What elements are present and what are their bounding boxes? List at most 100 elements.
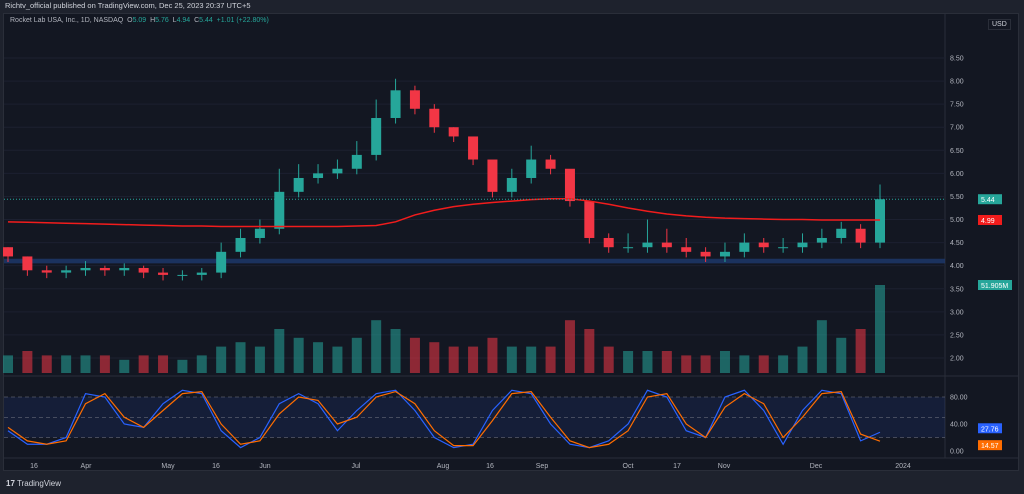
volume-bar: [80, 355, 91, 373]
volume-bar: [836, 337, 847, 373]
price-tick-label: 7.00: [950, 125, 964, 132]
candle-body: [138, 267, 149, 273]
time-tick-label: Nov: [718, 463, 731, 470]
candle-body: [274, 191, 285, 229]
time-tick-label: Dec: [810, 463, 823, 470]
volume-bar: [274, 329, 285, 373]
candle-body: [778, 247, 789, 249]
time-tick-label: 16: [30, 463, 38, 470]
volume-bar: [603, 346, 614, 373]
candle-body: [506, 177, 517, 192]
volume-bar: [22, 351, 33, 373]
volume-bar: [855, 329, 866, 373]
candle-body: [235, 237, 246, 252]
time-tick-label: Jul: [352, 463, 361, 470]
price-tick-label: 4.00: [950, 263, 964, 270]
candle-body: [293, 177, 304, 192]
candle-body: [80, 267, 91, 271]
volume-bar: [293, 337, 304, 373]
candle-body: [429, 108, 440, 128]
price-tick-label: 8.50: [950, 56, 964, 63]
low-value: 4.94: [176, 17, 191, 24]
candle-body: [739, 242, 750, 252]
time-tick-label: Aug: [437, 463, 450, 470]
candle-body: [487, 159, 498, 192]
volume-bar: [351, 337, 362, 373]
change-value: +1.01 (+22.80%): [216, 17, 269, 24]
volume-bar: [506, 346, 517, 373]
price-tick-label: 2.00: [950, 355, 964, 362]
candle-body: [41, 270, 52, 273]
volume-bar: [390, 329, 401, 373]
volume-bar: [719, 351, 730, 373]
candle-body: [390, 90, 401, 118]
candle-body: [196, 272, 207, 275]
open-label: O: [127, 17, 133, 24]
stoch-d-value-label-bg: [978, 440, 1002, 451]
volume-bar: [448, 346, 459, 373]
last-price-label-bg: [978, 194, 1002, 205]
candle-body: [661, 242, 672, 248]
close-value: 5.44: [199, 17, 213, 24]
stoch-tick-label: 40.00: [950, 422, 968, 429]
volume-bar: [623, 351, 634, 373]
volume-value-label: 51.905M: [981, 283, 1008, 290]
volume-bar: [235, 342, 246, 373]
candle-body: [855, 228, 866, 243]
volume-bar: [661, 351, 672, 373]
publisher-line: Richtv_official published on TradingView…: [5, 1, 251, 10]
candle-body: [61, 270, 72, 273]
volume-bar: [739, 355, 750, 373]
volume-bar: [778, 355, 789, 373]
time-tick-label: 17: [673, 463, 681, 470]
ma-value-label: 4.99: [981, 218, 995, 225]
stoch-tick-label: 0.00: [950, 449, 964, 456]
candle-body: [99, 267, 110, 271]
candle-body: [642, 242, 653, 248]
volume-bar: [526, 346, 537, 373]
currency-button[interactable]: USD: [988, 19, 1011, 30]
price-tick-label: 6.00: [950, 171, 964, 178]
candle-body: [468, 136, 479, 160]
candle-body: [681, 247, 692, 252]
volume-bar: [409, 337, 420, 373]
volume-bar: [158, 355, 169, 373]
volume-bar: [758, 355, 769, 373]
volume-bar: [681, 355, 692, 373]
candle-body: [351, 154, 362, 169]
volume-bar: [797, 346, 808, 373]
volume-bar: [875, 285, 885, 373]
candle-body: [409, 90, 420, 109]
stoch-k-line: [7, 389, 881, 449]
time-tick-label: Jun: [259, 463, 270, 470]
volume-bar: [468, 346, 479, 373]
price-tick-label: 6.50: [950, 148, 964, 155]
stoch-d-line: [7, 390, 881, 449]
symbol-legend: Rocket Lab USA, Inc., 1D, NASDAQ O5.09 H…: [10, 17, 269, 24]
volume-value-label-bg: [978, 280, 1012, 290]
volume-bar: [584, 329, 595, 373]
candle-body: [526, 159, 537, 178]
price-tick-label: 5.00: [950, 217, 964, 224]
symbol-name: Rocket Lab USA, Inc., 1D, NASDAQ: [10, 17, 124, 24]
time-tick-label: 16: [212, 463, 220, 470]
candle-body: [119, 267, 130, 271]
volume-bar: [138, 355, 149, 373]
candle-body: [158, 272, 169, 275]
price-tick-label: 8.00: [950, 79, 964, 86]
price-tick-label: 5.50: [950, 194, 964, 201]
candle-body: [836, 228, 847, 238]
ma-value-label-bg: [978, 214, 1002, 225]
candle-body: [216, 251, 227, 273]
stoch-d-value-label: 14.57: [981, 443, 999, 450]
volume-bar: [313, 342, 324, 373]
moving-average-line: [7, 198, 880, 228]
volume-bar: [564, 320, 575, 373]
candle-body: [623, 247, 634, 249]
volume-bar: [487, 337, 498, 373]
candle-body: [875, 199, 885, 243]
tradingview-logo: 17 TradingView: [6, 479, 62, 488]
stoch-k-value-label-bg: [978, 423, 1002, 434]
candle-body: [313, 173, 324, 178]
